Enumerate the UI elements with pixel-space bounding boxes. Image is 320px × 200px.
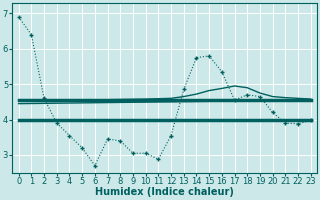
X-axis label: Humidex (Indice chaleur): Humidex (Indice chaleur) bbox=[95, 187, 234, 197]
